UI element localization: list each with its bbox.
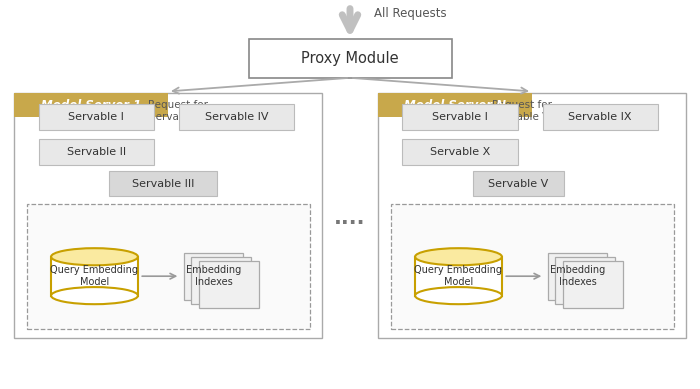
Ellipse shape xyxy=(51,287,138,304)
FancyBboxPatch shape xyxy=(199,261,259,308)
Text: Servable II: Servable II xyxy=(66,147,126,157)
FancyBboxPatch shape xyxy=(183,253,244,300)
Text: Servable IX: Servable IX xyxy=(568,112,632,122)
Text: ....: .... xyxy=(335,208,365,228)
FancyBboxPatch shape xyxy=(38,104,154,130)
Ellipse shape xyxy=(415,287,502,304)
FancyBboxPatch shape xyxy=(542,104,658,130)
Text: Request for
Servable III: Request for Servable III xyxy=(148,100,209,122)
Text: Embedding
Indexes: Embedding Indexes xyxy=(550,265,605,287)
Bar xyxy=(51,257,138,296)
Ellipse shape xyxy=(415,248,502,265)
Text: Model Server N: Model Server N xyxy=(404,99,506,112)
FancyBboxPatch shape xyxy=(402,104,518,130)
FancyBboxPatch shape xyxy=(391,204,674,329)
FancyBboxPatch shape xyxy=(547,253,608,300)
FancyBboxPatch shape xyxy=(14,93,322,338)
FancyBboxPatch shape xyxy=(248,39,452,78)
FancyBboxPatch shape xyxy=(27,204,310,329)
FancyBboxPatch shape xyxy=(563,261,623,308)
FancyBboxPatch shape xyxy=(555,257,615,304)
Text: Servable I: Servable I xyxy=(69,112,124,122)
FancyBboxPatch shape xyxy=(473,171,564,196)
Text: Servable X: Servable X xyxy=(430,147,491,157)
FancyBboxPatch shape xyxy=(14,93,168,117)
Text: Query Embedding
Model: Query Embedding Model xyxy=(414,265,503,287)
Ellipse shape xyxy=(51,248,138,265)
Text: Proxy Module: Proxy Module xyxy=(301,51,399,66)
FancyBboxPatch shape xyxy=(378,93,686,338)
Text: Servable I: Servable I xyxy=(433,112,488,122)
Text: All Requests: All Requests xyxy=(374,7,447,20)
Text: Model Server 1: Model Server 1 xyxy=(41,99,141,112)
Text: Embedding
Indexes: Embedding Indexes xyxy=(186,265,241,287)
FancyBboxPatch shape xyxy=(178,104,294,130)
FancyBboxPatch shape xyxy=(402,139,518,165)
Bar xyxy=(415,257,502,296)
Text: Servable V: Servable V xyxy=(488,179,548,189)
Text: Servable IV: Servable IV xyxy=(204,112,268,122)
FancyBboxPatch shape xyxy=(378,93,532,117)
Text: Query Embedding
Model: Query Embedding Model xyxy=(50,265,139,287)
FancyBboxPatch shape xyxy=(108,171,217,196)
Text: Servable III: Servable III xyxy=(132,179,194,189)
FancyBboxPatch shape xyxy=(192,257,251,304)
Text: Request for
Servable V: Request for Servable V xyxy=(491,100,552,122)
FancyBboxPatch shape xyxy=(38,139,154,165)
